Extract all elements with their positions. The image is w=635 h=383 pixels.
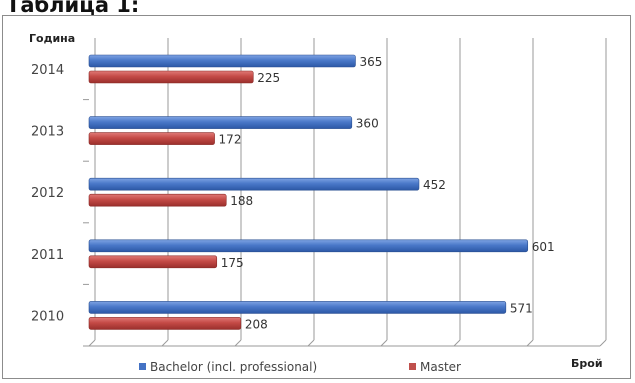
chart-frame: 571 208 601 175 452 188 360 172 365 225 2010 2011 2… bbox=[2, 15, 631, 379]
legend-label-master: Master bbox=[420, 360, 461, 374]
data-label-master-2011: 175 bbox=[221, 256, 244, 270]
x-axis-label: Брой bbox=[571, 357, 603, 370]
bar-bachelor-2011 bbox=[88, 239, 529, 253]
bar-master-2010 bbox=[88, 317, 242, 330]
legend-swatch-master bbox=[409, 363, 416, 370]
bars bbox=[88, 54, 529, 330]
gridline-foot bbox=[307, 339, 315, 347]
data-label-master-2012: 188 bbox=[230, 194, 253, 208]
legend-swatch-bachelor bbox=[139, 363, 146, 370]
category-tick-label: 2014 bbox=[31, 63, 64, 78]
legend-label-bachelor: Bachelor (incl. professional) bbox=[150, 360, 317, 374]
bar-bachelor-2013 bbox=[88, 116, 353, 129]
gridline-foot bbox=[161, 339, 169, 347]
bar-master-2014 bbox=[88, 70, 254, 84]
category-tick-label: 2012 bbox=[31, 186, 64, 201]
gridline-foot bbox=[453, 339, 461, 347]
bar-bachelor-2014 bbox=[88, 54, 356, 68]
gridlines bbox=[88, 38, 607, 347]
data-label-bachelor-2012: 452 bbox=[423, 178, 446, 192]
bar-bachelor-2012 bbox=[88, 177, 420, 191]
bar-master-2013 bbox=[88, 132, 215, 145]
gridline-foot bbox=[88, 339, 96, 347]
data-label-bachelor-2010: 571 bbox=[510, 301, 533, 315]
gridline-foot bbox=[234, 339, 242, 347]
bar-master-2012 bbox=[88, 193, 227, 207]
bar-bachelor-2010 bbox=[88, 301, 507, 314]
data-label-bachelor-2014: 365 bbox=[359, 55, 382, 69]
category-ticks: 2010 2011 2012 2013 2014 bbox=[31, 63, 89, 347]
category-tick-label: 2013 bbox=[31, 125, 64, 140]
gridline-foot bbox=[599, 339, 607, 347]
data-label-bachelor-2013: 360 bbox=[356, 117, 379, 131]
page-heading: Таблица 1: bbox=[6, 0, 140, 17]
data-labels: 571 208 601 175 452 188 360 172 365 225 bbox=[219, 55, 555, 331]
data-label-bachelor-2011: 601 bbox=[532, 240, 555, 254]
y-axis-label: Година bbox=[29, 32, 75, 45]
gridline-foot bbox=[526, 339, 534, 347]
data-label-master-2013: 172 bbox=[219, 133, 242, 147]
data-label-master-2014: 225 bbox=[257, 71, 280, 85]
legend: Bachelor (incl. professional) Master bbox=[139, 360, 461, 374]
bar-master-2011 bbox=[88, 255, 218, 269]
category-tick-label: 2011 bbox=[31, 248, 64, 263]
gridline-foot bbox=[380, 339, 388, 347]
data-label-master-2010: 208 bbox=[245, 317, 268, 331]
category-tick-label: 2010 bbox=[31, 309, 64, 324]
